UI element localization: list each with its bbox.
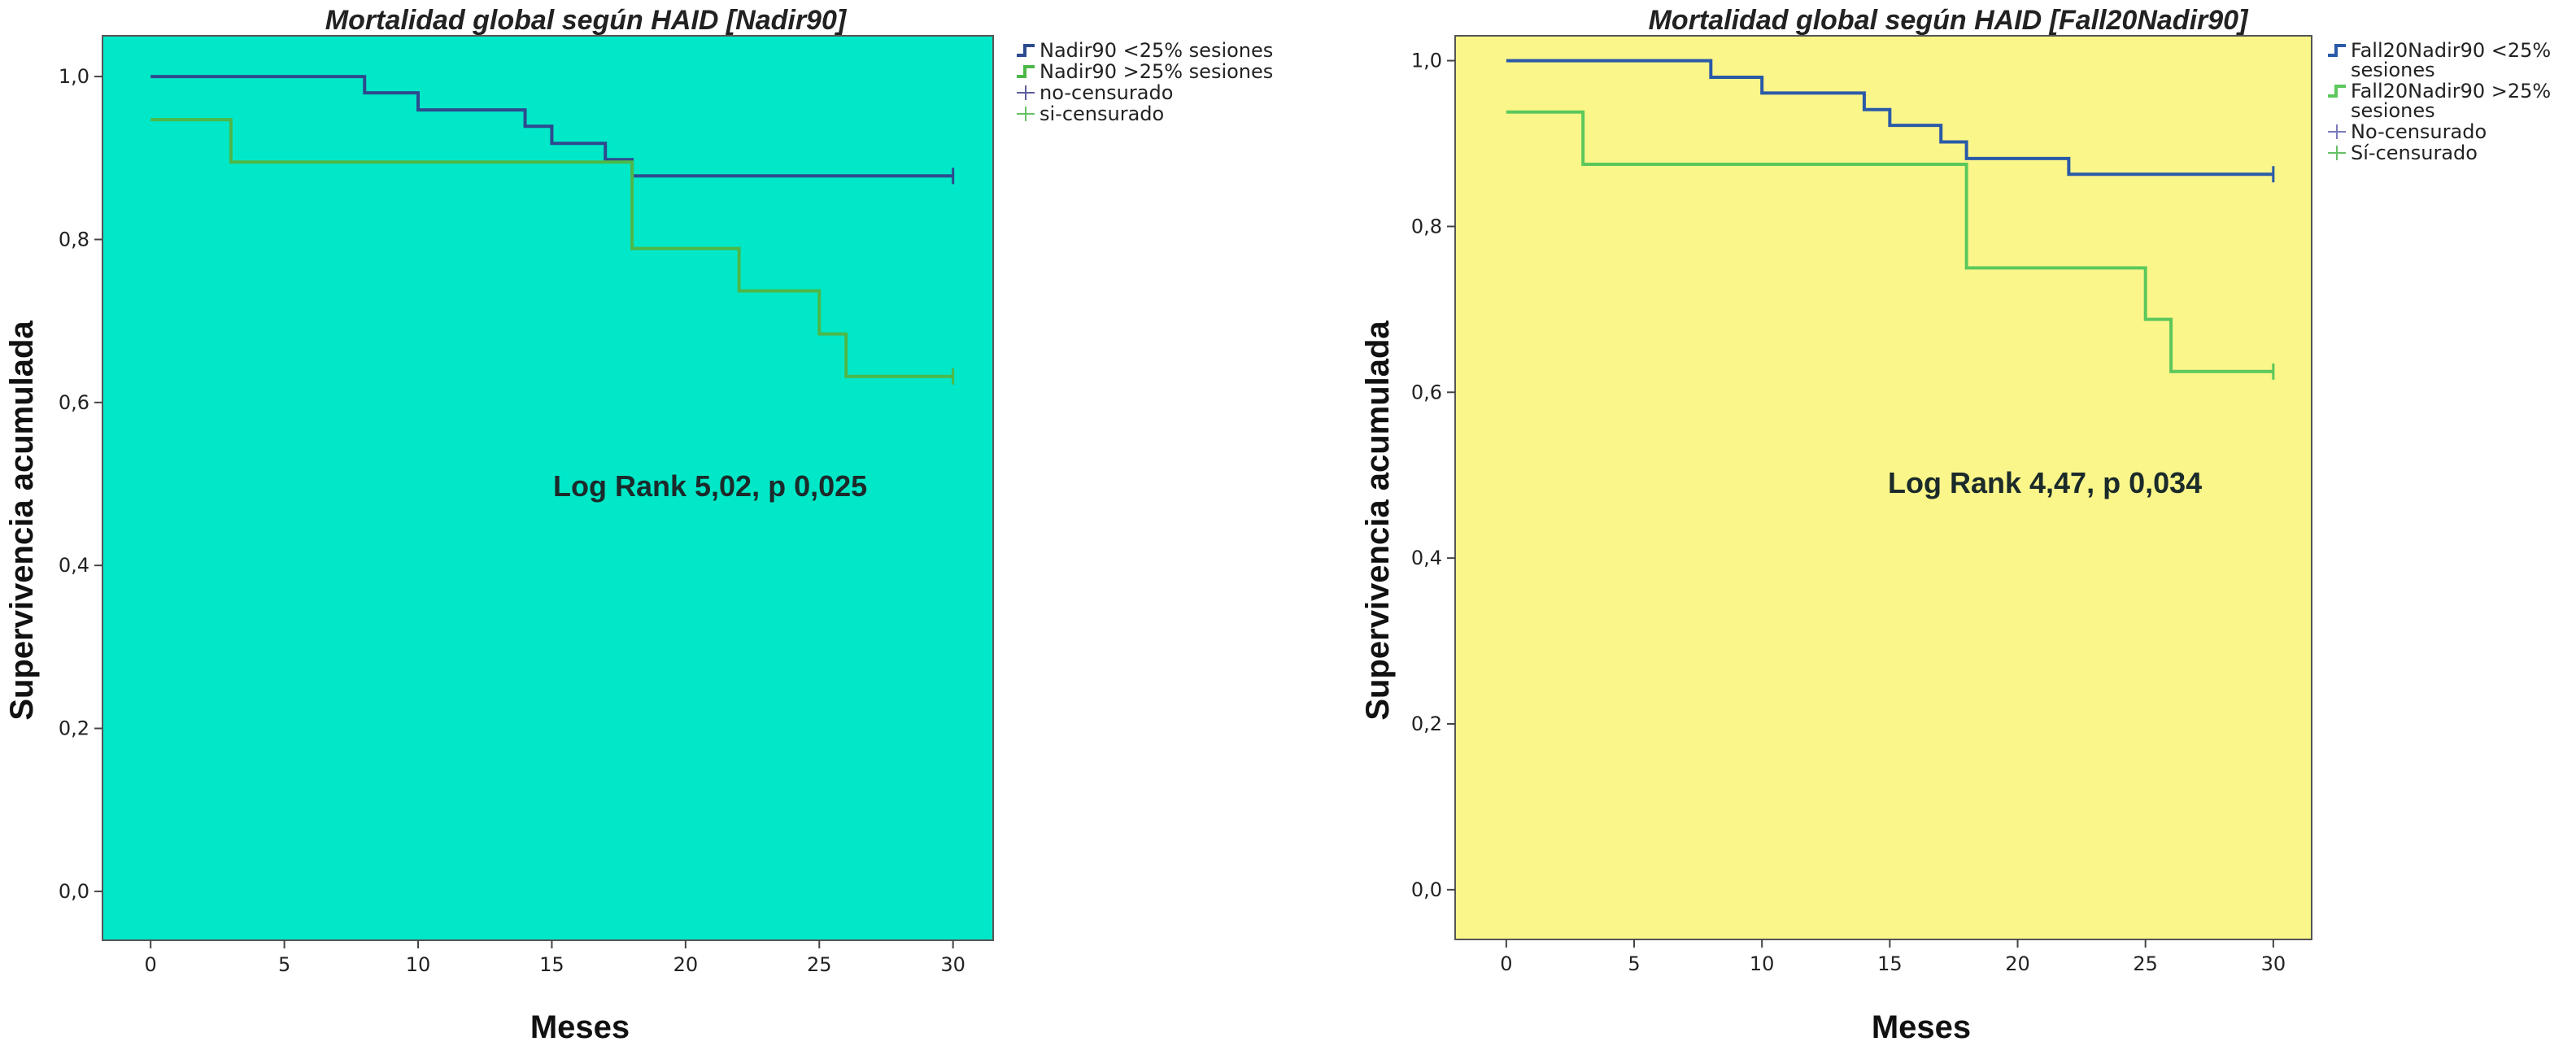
x-tick-label: 0: [145, 953, 157, 976]
y-tick-label: 0,2: [1411, 713, 1442, 735]
log-rank-annotation: Log Rank 5,02, p 0,025: [553, 469, 867, 503]
legend-swatch: [2328, 85, 2346, 98]
survival-curves: [1506, 59, 2275, 380]
y-axis-label: Supervivencia acumulada: [1360, 320, 1396, 721]
y-tick-label: 1,0: [59, 65, 89, 88]
legend-item: No-censurado: [2328, 120, 2487, 143]
chart-title: Mortalidad global según HAID [Nadir90]: [325, 5, 848, 36]
plot-area: [1454, 35, 2312, 940]
x-tick-label: 15: [539, 953, 564, 976]
x-tick-label: 25: [807, 953, 832, 976]
y-tick-label: 0,0: [1411, 878, 1442, 901]
legend-item: Sí-censurado: [2328, 142, 2478, 164]
x-axis: 0 5 10 15 20 25 30: [1500, 939, 2286, 975]
legend-label: Nadir90 >25% sesiones: [1040, 60, 1273, 83]
x-tick-label: 25: [2133, 952, 2158, 975]
y-tick-label: 0,2: [59, 717, 89, 740]
x-tick-label: 20: [2005, 952, 2030, 975]
legend-item: no-censurado: [1017, 81, 1173, 104]
legend-item: Fall20Nadir90 <25% sesiones: [2328, 39, 2551, 81]
y-axis: 0,0 0,2 0,4 0,6 0,8 1,0: [1411, 50, 1455, 901]
survival-curve-1: [150, 75, 953, 178]
x-tick-label: 5: [278, 953, 290, 976]
x-tick-label: 10: [406, 953, 431, 976]
y-tick-label: 1,0: [1411, 50, 1442, 72]
legend-label: Nadir90 <25% sesiones: [1040, 39, 1273, 62]
y-axis-label: Supervivencia acumulada: [4, 320, 40, 721]
x-tick-label: 10: [1750, 952, 1775, 975]
x-tick-label: 0: [1500, 952, 1512, 975]
legend-label: Fall20Nadir90 <25% sesiones: [2351, 39, 2551, 81]
legend-label: no-censurado: [1040, 81, 1173, 104]
legend-item: si-censurado: [1017, 102, 1164, 125]
legend-item: Nadir90 <25% sesiones: [1017, 39, 1273, 62]
legend-label: si-censurado: [1040, 102, 1164, 125]
x-tick-label: 15: [1877, 952, 1903, 975]
legend-swatch: [1017, 65, 1035, 78]
y-tick-label: 0,8: [59, 228, 89, 251]
chart-nadir90: Mortalidad global según HAID [Nadir90] 0…: [4, 5, 1273, 1045]
legend-swatch: [2328, 44, 2346, 57]
legend-label: No-censurado: [2351, 120, 2487, 143]
legend-label: Sí-censurado: [2351, 142, 2478, 164]
y-tick-label: 0,6: [59, 391, 89, 414]
y-tick-label: 0,0: [59, 880, 89, 903]
survival-curve-1: [1506, 59, 2273, 177]
y-tick-label: 0,6: [1411, 381, 1442, 403]
x-tick-label: 5: [1628, 952, 1640, 975]
y-tick-label: 0,4: [1411, 547, 1442, 569]
plot-area: [102, 35, 994, 941]
chart-title: Mortalidad global según HAID [Fall20Nadi…: [1649, 5, 2249, 36]
legend-item: Fall20Nadir90 >25% sesiones: [2328, 80, 2551, 122]
survival-curve-2: [150, 118, 953, 378]
legend-item: Nadir90 >25% sesiones: [1017, 60, 1273, 83]
y-tick-label: 0,4: [59, 554, 89, 577]
legend-label: Fall20Nadir90 >25% sesiones: [2351, 80, 2551, 122]
y-axis: 0,0 0,2 0,4 0,6 0,8 1,0: [59, 65, 102, 903]
x-axis-label: Meses: [530, 1009, 630, 1045]
x-tick-label: 30: [940, 953, 965, 976]
legend-swatch: [1017, 44, 1035, 57]
x-tick-label: 20: [673, 953, 699, 976]
log-rank-annotation: Log Rank 4,47, p 0,034: [1888, 466, 2202, 499]
x-axis-label: Meses: [1872, 1009, 1971, 1045]
y-tick-label: 0,8: [1411, 215, 1442, 238]
x-tick-label: 30: [2261, 952, 2286, 975]
legend: Fall20Nadir90 <25% sesionesFall20Nadir90 …: [2328, 39, 2551, 164]
chart-fall20nadir90: Mortalidad global según HAID [Fall20Nadi…: [1360, 5, 2551, 1045]
survival-curve-2: [1506, 110, 2273, 373]
x-axis: 0 5 10 15 20 25 30: [145, 940, 965, 976]
survival-curves: [150, 75, 955, 385]
